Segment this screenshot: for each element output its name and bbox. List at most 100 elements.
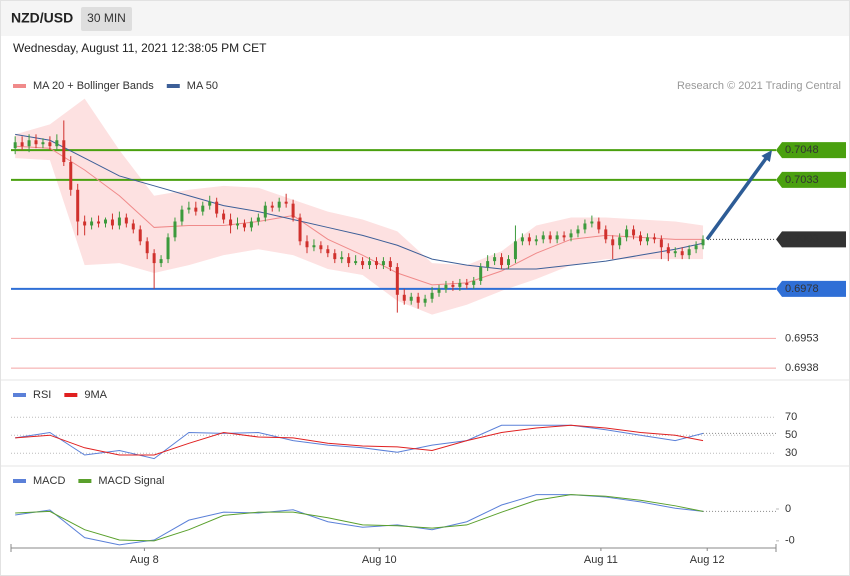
candle-body bbox=[180, 209, 184, 222]
level-box bbox=[776, 280, 846, 297]
timeframe-button[interactable] bbox=[81, 7, 132, 31]
level-box bbox=[776, 171, 846, 188]
candle-body bbox=[618, 237, 622, 246]
candle-body bbox=[409, 296, 413, 301]
candle-body bbox=[611, 239, 615, 246]
indicator-line bbox=[15, 424, 704, 456]
candle-body bbox=[312, 245, 316, 248]
candle-body bbox=[145, 241, 149, 254]
legend-swatch bbox=[64, 393, 78, 397]
candle-body bbox=[479, 267, 483, 281]
candle-body bbox=[256, 217, 260, 222]
candle-body bbox=[27, 140, 31, 147]
level-label: 0.7048 bbox=[785, 144, 819, 156]
candle-body bbox=[166, 237, 170, 260]
candle-body bbox=[340, 257, 344, 260]
forecast-arrow bbox=[705, 155, 769, 241]
credit: Research © 2021 Trading Central bbox=[677, 80, 841, 92]
candle-body bbox=[493, 257, 497, 262]
legend-label: RSI bbox=[33, 389, 51, 401]
candle-body bbox=[215, 201, 219, 214]
candle-body bbox=[652, 237, 656, 240]
y-tick-label: 70 bbox=[785, 411, 797, 423]
candle-body bbox=[319, 245, 323, 250]
candle-body bbox=[694, 245, 698, 250]
legend-label: 9MA bbox=[84, 389, 107, 401]
candle-body bbox=[632, 229, 636, 236]
candle-body bbox=[110, 219, 114, 226]
candle-body bbox=[374, 261, 378, 266]
candle-body bbox=[229, 219, 233, 226]
indicator-line bbox=[15, 494, 704, 542]
candle-body bbox=[527, 237, 531, 242]
candle-body bbox=[645, 237, 649, 242]
candle-body bbox=[583, 223, 587, 230]
indicator-line bbox=[15, 494, 704, 546]
x-tick-label: Aug 10 bbox=[362, 554, 397, 566]
candle-body bbox=[284, 201, 288, 204]
candle-body bbox=[548, 235, 552, 240]
candle-body bbox=[354, 261, 358, 264]
datetime: Wednesday, August 11, 2021 12:38:05 PM C… bbox=[13, 41, 267, 55]
candle-body bbox=[590, 221, 594, 224]
candle-body bbox=[159, 259, 163, 264]
candle-body bbox=[277, 201, 281, 208]
candle-body bbox=[368, 261, 372, 266]
legend-label: MACD bbox=[33, 475, 65, 487]
candle-body bbox=[194, 207, 198, 212]
legend-swatch bbox=[166, 84, 180, 88]
header-bar bbox=[1, 1, 849, 36]
candle-body bbox=[562, 235, 566, 238]
legend-label: MA 50 bbox=[187, 80, 218, 92]
candle-body bbox=[187, 207, 191, 210]
bollinger-band bbox=[15, 98, 704, 315]
y-tick-label: 0 bbox=[785, 503, 791, 515]
candle-body bbox=[48, 142, 52, 147]
symbol: NZD/USD bbox=[11, 10, 73, 26]
candle-body bbox=[541, 235, 545, 240]
candle-body bbox=[76, 189, 80, 222]
candle-body bbox=[201, 205, 205, 212]
candle-body bbox=[465, 282, 469, 285]
ma-line bbox=[15, 133, 704, 270]
level-label: 0.7003 bbox=[785, 233, 819, 245]
level-label: 0.6978 bbox=[785, 283, 819, 295]
candle-body bbox=[444, 284, 448, 289]
level-label: 0.6953 bbox=[785, 332, 819, 344]
candle-body bbox=[680, 251, 684, 256]
candle-body bbox=[326, 249, 330, 254]
indicator-line bbox=[15, 424, 704, 460]
candle-body bbox=[701, 239, 705, 246]
candle-body bbox=[388, 261, 392, 268]
candle-body bbox=[381, 261, 385, 266]
candle-body bbox=[361, 261, 365, 266]
candle-body bbox=[20, 142, 24, 147]
candle-body bbox=[333, 253, 337, 260]
candle-body bbox=[500, 257, 504, 266]
candle-body bbox=[41, 142, 45, 145]
candle-body bbox=[124, 217, 128, 224]
candle-body bbox=[395, 267, 399, 295]
candle-body bbox=[423, 298, 427, 303]
ma-line bbox=[15, 145, 704, 286]
y-tick-label: 30 bbox=[785, 447, 797, 459]
legend-swatch bbox=[13, 393, 26, 397]
candle-body bbox=[666, 247, 670, 254]
candle-body bbox=[55, 140, 59, 147]
candle-body bbox=[604, 229, 608, 240]
candle-body bbox=[347, 257, 351, 264]
forecast-arrowhead bbox=[761, 150, 772, 162]
timeframe[interactable]: 30 MIN bbox=[87, 11, 126, 25]
x-tick-label: Aug 12 bbox=[690, 554, 725, 566]
candle-body bbox=[416, 296, 420, 303]
candle-body bbox=[472, 280, 476, 285]
level-box bbox=[776, 142, 846, 159]
legend-swatch bbox=[13, 84, 26, 88]
candle-body bbox=[513, 241, 517, 260]
candle-body bbox=[236, 223, 240, 226]
candle-body bbox=[173, 221, 177, 238]
candle-body bbox=[69, 162, 73, 190]
candle-body bbox=[687, 249, 691, 256]
candle-body bbox=[534, 239, 538, 242]
level-label: 0.7033 bbox=[785, 174, 819, 186]
